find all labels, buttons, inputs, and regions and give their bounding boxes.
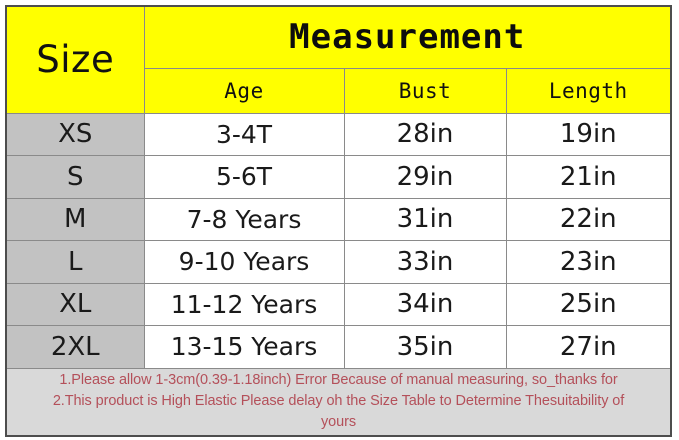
row-bust-value: 35in xyxy=(343,325,507,369)
row-age-value: 9-10 Years xyxy=(143,240,345,284)
footnote-row: 1.Please allow 1-3cm(0.39-1.18inch) Erro… xyxy=(5,367,672,437)
footnote-line-1: 1.Please allow 1-3cm(0.39-1.18inch) Erro… xyxy=(59,372,618,389)
footnote-block: 1.Please allow 1-3cm(0.39-1.18inch) Erro… xyxy=(5,367,672,437)
row-age-value: 5-6T xyxy=(143,155,345,199)
size-column-header: Size xyxy=(5,5,145,114)
table-row: 2XL 13-15 Years 35in 27in xyxy=(5,325,672,369)
column-header-age: Age xyxy=(143,67,345,114)
header-row-title: Size Measurement xyxy=(5,5,672,114)
measurement-header: Measurement xyxy=(143,5,672,69)
row-bust-value: 34in xyxy=(343,282,507,326)
table-row: M 7-8 Years 31in 22in xyxy=(5,197,672,241)
row-size-label: XL xyxy=(5,282,145,326)
row-length-value: 21in xyxy=(505,155,672,199)
row-size-label: XS xyxy=(5,112,145,156)
row-size-label: S xyxy=(5,155,145,199)
row-length-value: 27in xyxy=(505,325,672,369)
row-age-value: 7-8 Years xyxy=(143,197,345,241)
size-chart-container: Size Measurement Age Bust Length XS 3-4T… xyxy=(5,5,673,437)
header-row-columns: Age Bust Length xyxy=(6,67,672,114)
row-length-value: 19in xyxy=(505,112,672,156)
footnote-line-2: 2.This product is High Elastic Please de… xyxy=(52,393,625,410)
row-age-value: 11-12 Years xyxy=(143,282,345,326)
row-size-label: L xyxy=(5,240,145,284)
table-row: XL 11-12 Years 34in 25in xyxy=(5,282,672,326)
row-length-value: 25in xyxy=(505,282,672,326)
column-header-bust: Bust xyxy=(343,67,507,114)
row-bust-value: 29in xyxy=(343,155,507,199)
table-row: XS 3-4T 28in 19in xyxy=(5,112,672,156)
row-age-value: 13-15 Years xyxy=(143,325,345,369)
column-header-length: Length xyxy=(505,67,672,114)
row-length-value: 23in xyxy=(505,240,672,284)
footnote-line-3: yours xyxy=(321,414,356,431)
table-row: S 5-6T 29in 21in xyxy=(5,155,672,199)
table-row: L 9-10 Years 33in 23in xyxy=(5,240,672,284)
row-size-label: 2XL xyxy=(5,325,145,369)
row-bust-value: 31in xyxy=(343,197,507,241)
row-age-value: 3-4T xyxy=(143,112,345,156)
size-chart-table: Size Measurement Age Bust Length XS 3-4T… xyxy=(5,5,673,437)
row-size-label: M xyxy=(5,197,145,241)
row-bust-value: 28in xyxy=(343,112,507,156)
row-bust-value: 33in xyxy=(343,240,507,284)
row-length-value: 22in xyxy=(505,197,672,241)
